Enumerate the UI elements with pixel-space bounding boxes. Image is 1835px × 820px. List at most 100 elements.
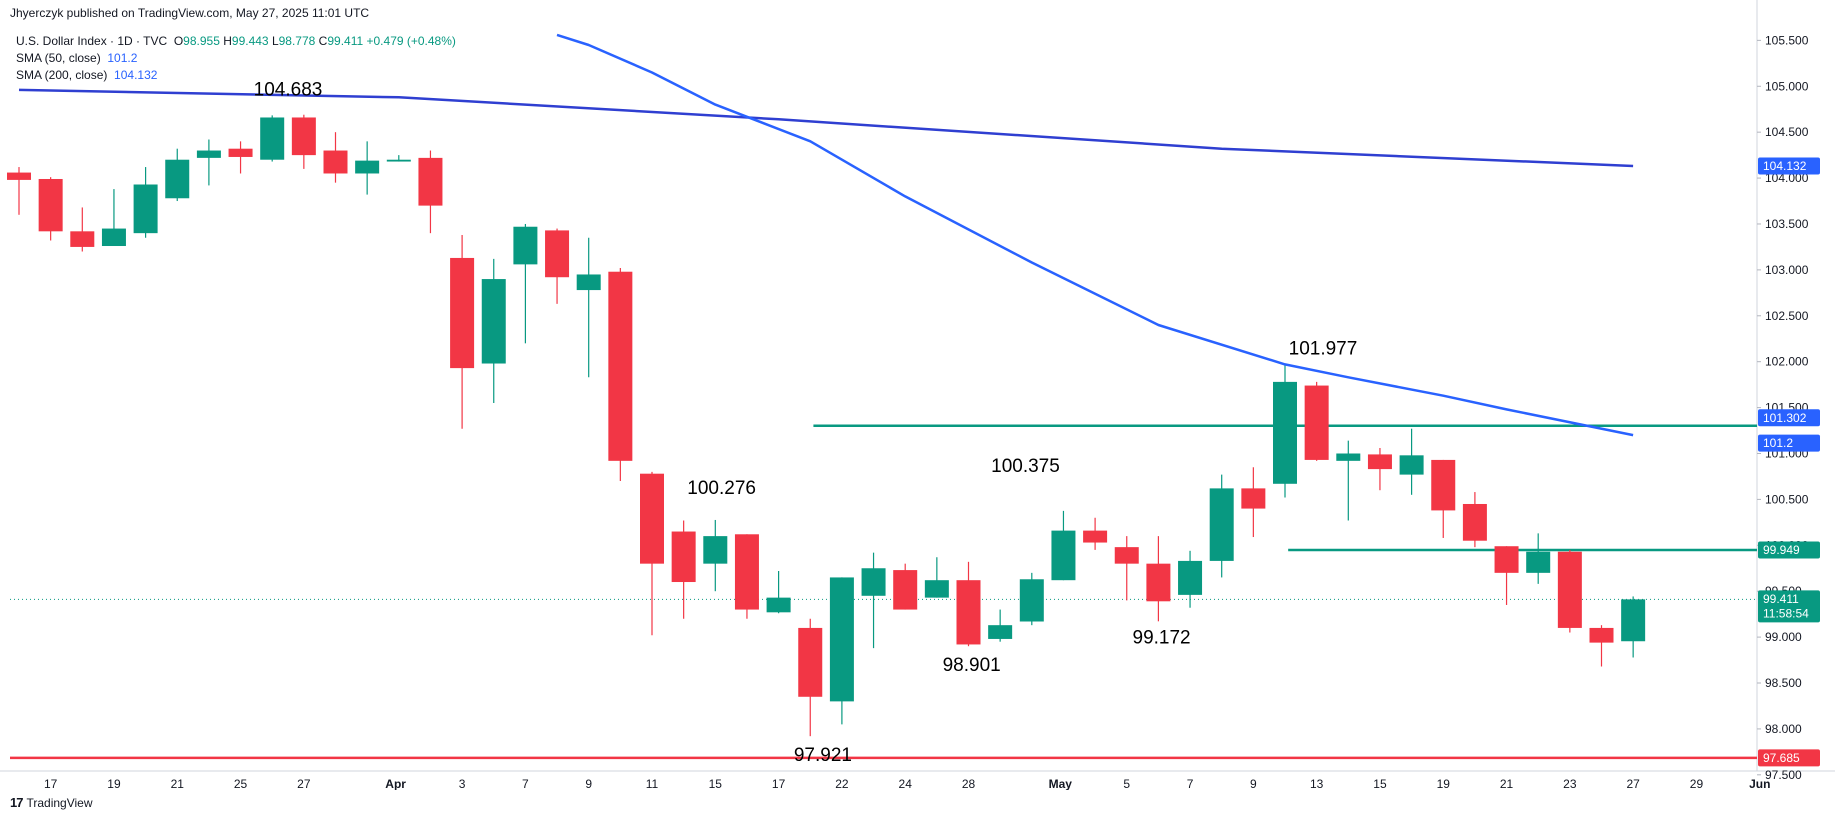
candles: [7, 114, 1646, 737]
price-tick-label: 104.000: [1765, 171, 1809, 185]
price-annotation[interactable]: 98.901: [943, 655, 1001, 676]
candle-body: [38, 178, 63, 232]
candle-body: [1399, 455, 1424, 475]
candle-body: [418, 157, 443, 206]
time-tick-label: 13: [1310, 777, 1324, 790]
candle: [829, 577, 854, 725]
time-tick-label: 21: [171, 777, 185, 790]
price-annotation[interactable]: 101.977: [1289, 338, 1358, 359]
time-tick-label: 7: [1187, 777, 1194, 790]
candle: [734, 534, 759, 619]
time-tick-label: 21: [1500, 777, 1514, 790]
candle: [1557, 549, 1582, 633]
candle: [766, 571, 791, 614]
candle: [418, 150, 443, 234]
candle: [861, 552, 886, 649]
candle-body: [640, 473, 664, 564]
time-tick-label: 23: [1563, 777, 1577, 790]
price-axis[interactable]: 97.50098.00098.50099.00099.500100.000100…: [1757, 33, 1809, 782]
candle-body: [323, 150, 348, 174]
price-annotation[interactable]: 104.683: [254, 79, 323, 100]
time-tick-label: 25: [234, 777, 248, 790]
candle: [988, 609, 1013, 642]
candle-body: [893, 570, 918, 610]
candle-body: [545, 230, 570, 278]
price-tag-label: 101.2: [1763, 436, 1793, 450]
price-chart[interactable]: 104.683 100.276 100.375 97.921 98.901 99.172 1…: [0, 0, 1835, 790]
price-tag-label: 99.949: [1763, 543, 1800, 557]
tradingview-brand: TradingView: [26, 795, 93, 810]
ohlc-close-key: C: [318, 34, 328, 48]
price-tag-label: 104.132: [1763, 159, 1807, 173]
sma200-legend-row[interactable]: SMA (200, close) 104.132: [16, 67, 456, 84]
time-tick-label: 22: [835, 777, 849, 790]
sma50-line[interactable]: [556, 33, 1634, 437]
candle: [1083, 517, 1108, 550]
candle-body: [133, 184, 158, 234]
candle: [101, 189, 126, 247]
candle: [893, 563, 918, 610]
candle: [956, 561, 981, 647]
candle: [1431, 459, 1456, 538]
candle-body: [766, 597, 791, 613]
candle: [133, 167, 158, 238]
candle: [608, 268, 633, 482]
candle-body: [798, 627, 823, 697]
candle-body: [355, 160, 380, 174]
ohlc-open-key: O: [173, 34, 184, 48]
time-tick-label: 28: [962, 777, 976, 790]
symbol-name: U.S. Dollar Index · 1D · TVC: [16, 34, 168, 48]
candle: [1019, 572, 1044, 626]
time-axis[interactable]: 17 19 21 25 27 Apr 3 7 9 11 15 17 22 24 28 May 5 7 9 13 15 19…: [44, 777, 1770, 790]
price-annotation[interactable]: 100.276: [687, 478, 756, 499]
price-tick-label: 103.000: [1765, 263, 1809, 277]
candle: [386, 155, 411, 162]
candle: [1114, 536, 1139, 601]
price-annotation[interactable]: 100.375: [991, 456, 1060, 477]
ohlc-change: +0.479 (+0.48%): [366, 34, 456, 48]
price-tag: 99.949: [1758, 541, 1820, 559]
time-tick-label: 3: [459, 777, 466, 790]
candle: [545, 228, 570, 304]
candle-body: [1241, 488, 1266, 509]
candle-body: [481, 279, 506, 364]
price-tick-label: 98.500: [1765, 676, 1802, 690]
candle-body: [70, 231, 95, 247]
candle-body: [260, 117, 285, 160]
price-tag-bg: [1758, 749, 1820, 767]
sma200-label: SMA (200, close): [16, 68, 108, 82]
time-tick-label: 19: [107, 777, 121, 790]
candle: [1367, 447, 1392, 491]
sma200-line[interactable]: [18, 88, 1634, 168]
time-tick-label: May: [1049, 777, 1073, 790]
candle-body: [228, 148, 253, 157]
price-tag-bg: [1758, 590, 1820, 623]
candle: [513, 223, 538, 344]
sma50-value: 101.2: [107, 51, 138, 65]
candle-body: [1462, 503, 1487, 541]
price-tag-bg: [1758, 409, 1820, 427]
time-tick-label: 7: [522, 777, 529, 790]
time-tick-label: Jun: [1749, 777, 1770, 790]
candle-body: [1367, 454, 1392, 470]
price-tag-bg: [1758, 541, 1820, 559]
candle: [355, 141, 380, 195]
ohlc-close-value: 99.411: [327, 34, 364, 48]
candle-body: [386, 159, 411, 162]
candle: [260, 115, 285, 162]
candle: [481, 258, 506, 403]
time-tick-label: 11: [646, 777, 659, 790]
sma50-legend-row[interactable]: SMA (50, close) 101.2: [16, 50, 456, 67]
time-tick-label: 15: [1373, 777, 1387, 790]
candle: [7, 167, 31, 215]
candle: [228, 141, 253, 174]
time-tick-label: 27: [297, 777, 311, 790]
symbol-row[interactable]: U.S. Dollar Index · 1D · TVC O98.955 H99…: [16, 33, 456, 50]
candle: [1621, 596, 1646, 658]
price-annotation[interactable]: 99.172: [1133, 628, 1191, 649]
candle-body: [1431, 459, 1456, 511]
price-annotation[interactable]: 97.921: [794, 745, 852, 766]
candle: [1589, 625, 1614, 667]
footer-brand[interactable]: 17 TradingView: [10, 795, 93, 810]
